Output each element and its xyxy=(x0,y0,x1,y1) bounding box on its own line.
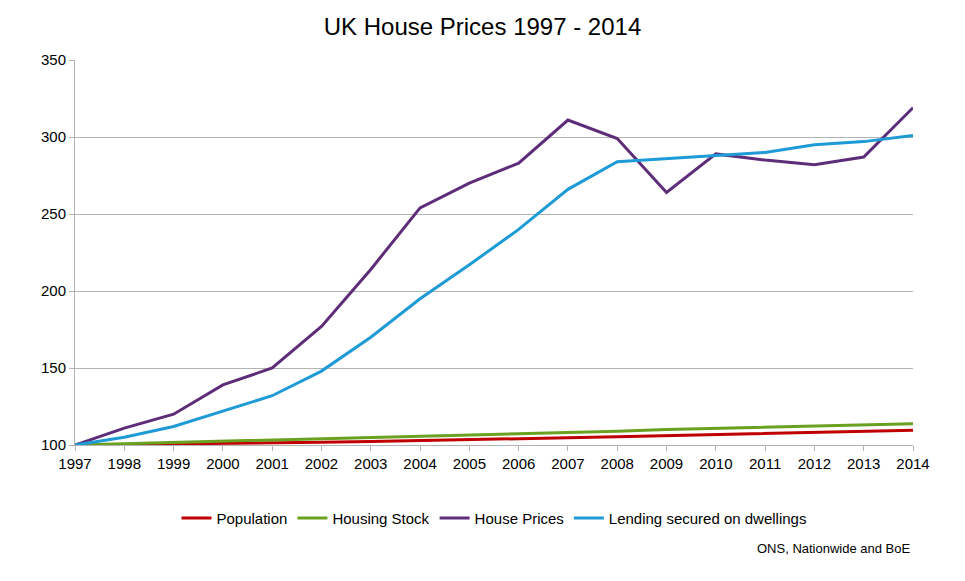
svg-text:300: 300 xyxy=(41,128,66,145)
svg-text:150: 150 xyxy=(41,359,66,376)
svg-text:100: 100 xyxy=(41,436,66,453)
svg-text:House Prices: House Prices xyxy=(475,510,564,527)
svg-text:Population: Population xyxy=(217,510,288,527)
svg-text:1998: 1998 xyxy=(108,455,141,472)
svg-text:2007: 2007 xyxy=(551,455,584,472)
svg-text:250: 250 xyxy=(41,205,66,222)
svg-text:2012: 2012 xyxy=(798,455,831,472)
svg-text:2003: 2003 xyxy=(354,455,387,472)
svg-text:2008: 2008 xyxy=(601,455,634,472)
svg-text:2000: 2000 xyxy=(206,455,239,472)
svg-text:1999: 1999 xyxy=(157,455,190,472)
svg-text:200: 200 xyxy=(41,282,66,299)
svg-text:2005: 2005 xyxy=(453,455,486,472)
svg-text:2001: 2001 xyxy=(255,455,288,472)
svg-text:2009: 2009 xyxy=(650,455,683,472)
svg-text:350: 350 xyxy=(41,51,66,68)
svg-text:2010: 2010 xyxy=(699,455,732,472)
svg-text:2013: 2013 xyxy=(847,455,880,472)
svg-text:ONS, Nationwide and BoE: ONS, Nationwide and BoE xyxy=(757,541,911,556)
svg-text:Housing Stock: Housing Stock xyxy=(332,510,429,527)
svg-text:2004: 2004 xyxy=(403,455,436,472)
svg-text:UK House Prices 1997 - 2014: UK House Prices 1997 - 2014 xyxy=(324,13,642,40)
svg-text:2011: 2011 xyxy=(749,455,781,472)
svg-text:2014: 2014 xyxy=(896,455,929,472)
svg-text:2006: 2006 xyxy=(502,455,535,472)
svg-text:1997: 1997 xyxy=(58,455,91,472)
svg-text:Lending secured on dwellings: Lending secured on dwellings xyxy=(609,510,807,527)
svg-text:2002: 2002 xyxy=(305,455,338,472)
